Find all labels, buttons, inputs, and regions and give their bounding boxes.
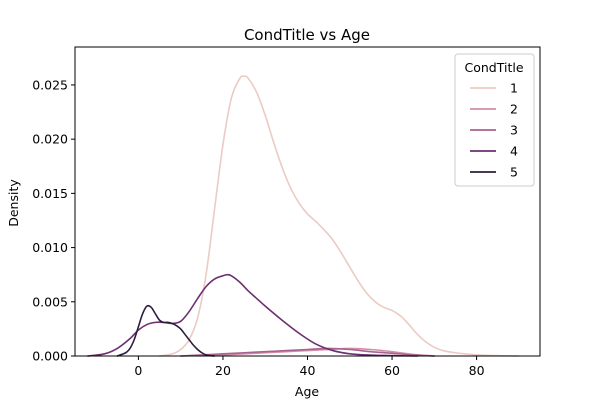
- y-tick-label: 0.000: [32, 349, 68, 364]
- series-line-3: [179, 347, 436, 357]
- y-axis: 0.000 0.005 0.010 0.015 0.020 0.025: [32, 77, 75, 364]
- series-line-5: [116, 304, 216, 357]
- legend-label-3: 3: [510, 123, 518, 138]
- x-tick-label: 20: [215, 363, 231, 378]
- x-tick-label: 80: [469, 363, 485, 378]
- series-line-1: [158, 75, 520, 357]
- legend-label-1: 1: [510, 81, 518, 96]
- x-axis: 0 20 40 60 80: [134, 356, 485, 378]
- series-line-4: [86, 273, 419, 357]
- legend-label-4: 4: [510, 144, 518, 159]
- y-axis-label: Density: [6, 179, 21, 227]
- y-tick-label: 0.025: [32, 77, 68, 92]
- y-tick-label: 0.010: [32, 240, 68, 255]
- x-axis-label: Age: [295, 384, 319, 399]
- y-tick-label: 0.015: [32, 186, 68, 201]
- series-layer: [86, 75, 520, 357]
- x-tick-label: 0: [134, 363, 142, 378]
- legend-label-2: 2: [510, 102, 518, 117]
- y-tick-label: 0.020: [32, 132, 68, 147]
- chart-title: CondTitle vs Age: [244, 26, 370, 44]
- x-tick-label: 60: [384, 363, 400, 378]
- legend-label-5: 5: [510, 165, 518, 180]
- x-tick-label: 40: [300, 363, 316, 378]
- legend-box: [454, 53, 535, 187]
- y-tick-label: 0.005: [32, 294, 68, 309]
- legend-title: CondTitle: [464, 60, 523, 75]
- series-line-2: [179, 347, 436, 357]
- legend-items: 1 2 3 4 5: [470, 81, 518, 180]
- legend: CondTitle 1 2 3 4 5: [454, 53, 535, 187]
